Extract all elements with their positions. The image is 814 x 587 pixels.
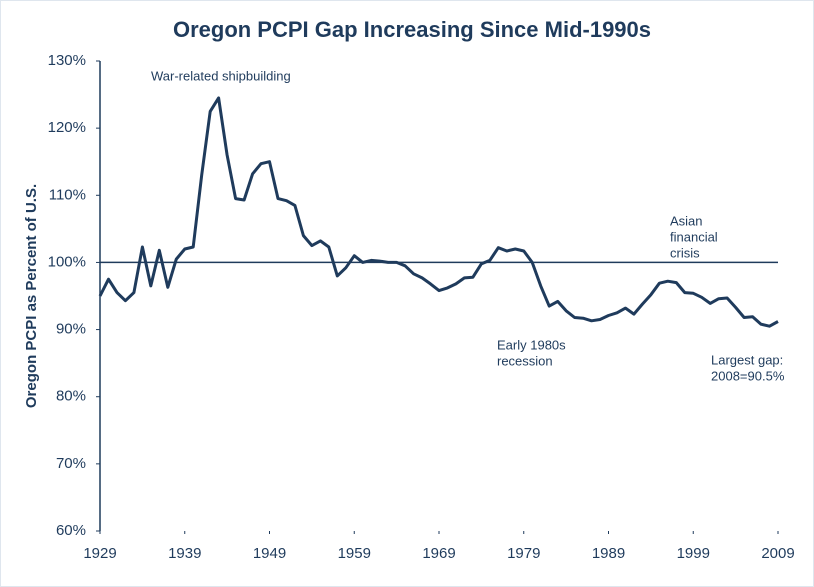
annotation: 2008=90.5% xyxy=(711,368,785,383)
x-tick-label: 1969 xyxy=(422,545,455,562)
y-tick-label: 120% xyxy=(48,119,86,136)
annotation: crisis xyxy=(670,245,700,260)
chart-title: Oregon PCPI Gap Increasing Since Mid-199… xyxy=(173,17,651,42)
x-tick-label: 1989 xyxy=(592,545,625,562)
annotation: Largest gap: xyxy=(711,352,783,367)
x-tick-label: 1939 xyxy=(168,545,201,562)
y-tick-label: 70% xyxy=(56,455,86,472)
annotation: War-related shipbuilding xyxy=(151,68,291,83)
annotation: financial xyxy=(670,229,718,244)
y-tick-label: 80% xyxy=(56,388,86,405)
y-tick-label: 130% xyxy=(48,52,86,69)
data-line xyxy=(98,96,779,328)
x-tick-label: 1979 xyxy=(507,545,540,562)
y-tick-label: 110% xyxy=(49,186,86,203)
y-tick-label: 90% xyxy=(56,321,86,338)
y-tick-label: 100% xyxy=(48,253,86,270)
y-axis-label: Oregon PCPI as Percent of U.S. xyxy=(23,184,40,408)
annotation: Early 1980s xyxy=(497,337,566,352)
annotation: recession xyxy=(497,353,553,368)
x-tick-label: 1949 xyxy=(253,545,286,562)
x-tick-label: 1959 xyxy=(338,545,371,562)
x-tick-label: 1929 xyxy=(83,545,116,562)
x-tick-label: 1999 xyxy=(677,545,710,562)
x-tick-label: 2009 xyxy=(761,545,794,562)
y-tick-label: 60% xyxy=(56,522,86,539)
annotation: Asian xyxy=(670,213,703,228)
